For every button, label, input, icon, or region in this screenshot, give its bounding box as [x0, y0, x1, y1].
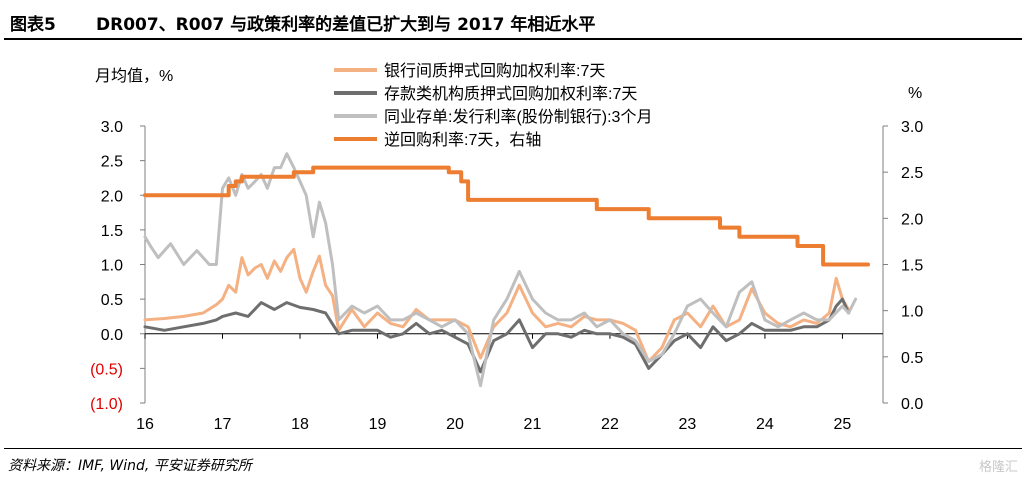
series-line-2: [143, 297, 851, 374]
right-axis-label: %: [908, 85, 922, 102]
right-tick-label: 0.0: [901, 396, 923, 413]
legend-label-1: 银行间质押式回购加权利率:7天: [384, 62, 605, 80]
figure-number: 图表5: [10, 15, 56, 35]
x-tick-label: 18: [291, 416, 309, 433]
left-tick-label: 3.0: [101, 119, 123, 136]
source-note: 资料来源：IMF, Wind, 平安证券研究所: [8, 458, 252, 474]
x-tick-label: 24: [756, 416, 774, 433]
line-chart: 月均值，% % 3.02.52.01.51.00.50.0(0.5)(1.0)3…: [90, 62, 923, 433]
left-tick-label: 0.0: [101, 327, 123, 344]
x-tick-label: 16: [136, 416, 154, 433]
right-tick-label: 2.0: [901, 211, 923, 228]
left-tick-label: 1.0: [101, 258, 123, 275]
x-tick-label: 22: [601, 416, 619, 433]
legend-label-3: 同业存单:发行利率(股份制银行):3个月: [384, 108, 652, 126]
x-tick-label: 25: [834, 416, 852, 433]
legend-label-2: 存款类机构质押式回购加权利率:7天: [384, 85, 637, 103]
x-tick-label: 21: [524, 416, 542, 433]
legend-label-4: 逆回购利率:7天，右轴: [384, 131, 541, 149]
x-tick-label: 19: [369, 416, 387, 433]
left-tick-label: 1.5: [101, 223, 123, 240]
right-tick-label: 1.0: [901, 304, 923, 321]
left-tick-label: 2.0: [101, 188, 123, 205]
series-layer: [143, 152, 870, 388]
left-axis-label: 月均值，%: [95, 67, 173, 85]
right-tick-label: 0.5: [901, 350, 923, 367]
axes: 3.0 2.5 2.0 1.5 1.0 0.5 0.0 (0.5) (1.0) 3.0 2.5 2.0…: [90, 119, 923, 433]
left-tick-label: (0.5): [90, 361, 123, 378]
figure-title: DR007、R007 与政策利率的差值已扩大到与 2017 年相近水平: [96, 15, 596, 35]
series-line-1: [143, 247, 851, 363]
series-line-4: [143, 165, 870, 267]
figure-header: 图表5 DR007、R007 与政策利率的差值已扩大到与 2017 年相近水平: [0, 0, 1026, 40]
right-tick-label: 1.5: [901, 258, 923, 275]
left-tick-label: 0.5: [101, 292, 123, 309]
watermark: 格隆汇: [978, 460, 1018, 475]
left-tick-label: (1.0): [90, 396, 123, 413]
right-tick-label: 2.5: [901, 165, 923, 182]
legend: 银行间质押式回购加权利率:7天存款类机构质押式回购加权利率:7天同业存单:发行利…: [334, 62, 652, 149]
x-tick-label: 17: [214, 416, 232, 433]
x-tick-label: 23: [679, 416, 697, 433]
right-tick-label: 3.0: [901, 119, 923, 136]
header-rule: [4, 38, 1022, 40]
left-tick-label: 2.5: [101, 154, 123, 171]
footer-rule: [4, 448, 1022, 449]
x-tick-label: 20: [446, 416, 464, 433]
